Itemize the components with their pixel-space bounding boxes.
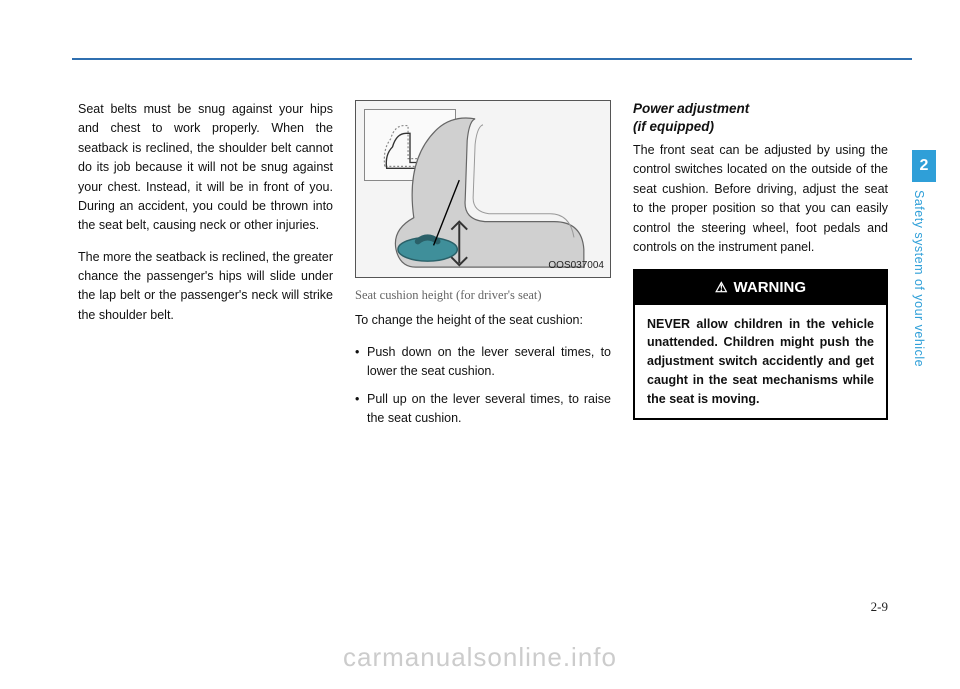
list-item: Push down on the lever several times, to… xyxy=(355,343,611,382)
list-item: Pull up on the lever several times, to r… xyxy=(355,390,611,429)
figure-caption: Seat cushion height (for driver's seat) xyxy=(355,286,611,305)
heading-line2: (if equipped) xyxy=(633,119,714,134)
warning-box: ⚠ WARNING NEVER allow children in the veh… xyxy=(633,269,888,420)
content-columns: Seat belts must be snug against your hip… xyxy=(78,100,888,436)
top-rule xyxy=(72,58,912,60)
chapter-number-tab: 2 xyxy=(912,150,936,182)
col2-bullets: Push down on the lever several times, to… xyxy=(355,343,611,429)
side-tab: 2 Safety system of your vehicle xyxy=(912,150,936,367)
seat-main-icon xyxy=(356,101,610,277)
col1-para1: Seat belts must be snug against your hip… xyxy=(78,100,333,236)
figure-code: OOS037004 xyxy=(548,258,604,274)
column-1: Seat belts must be snug against your hip… xyxy=(78,100,333,436)
warning-icon: ⚠ xyxy=(715,277,728,299)
column-2: OOS037004 Seat cushion height (for drive… xyxy=(355,100,611,436)
page-number: 2-9 xyxy=(871,599,888,615)
power-adjustment-heading: Power adjustment (if equipped) xyxy=(633,100,888,135)
col2-intro: To change the height of the seat cushion… xyxy=(355,311,611,330)
col3-para: The front seat can be adjusted by using … xyxy=(633,141,888,257)
warning-body: NEVER allow children in the vehicle unat… xyxy=(635,305,886,419)
col1-para2: The more the seatback is reclined, the g… xyxy=(78,248,333,326)
chapter-label: Safety system of your vehicle xyxy=(912,190,926,367)
seat-height-figure: OOS037004 xyxy=(355,100,611,278)
heading-line1: Power adjustment xyxy=(633,101,749,116)
watermark: carmanualsonline.info xyxy=(0,642,960,673)
column-3: Power adjustment (if equipped) The front… xyxy=(633,100,888,436)
warning-header: ⚠ WARNING xyxy=(635,271,886,304)
warning-title: WARNING xyxy=(734,279,807,296)
